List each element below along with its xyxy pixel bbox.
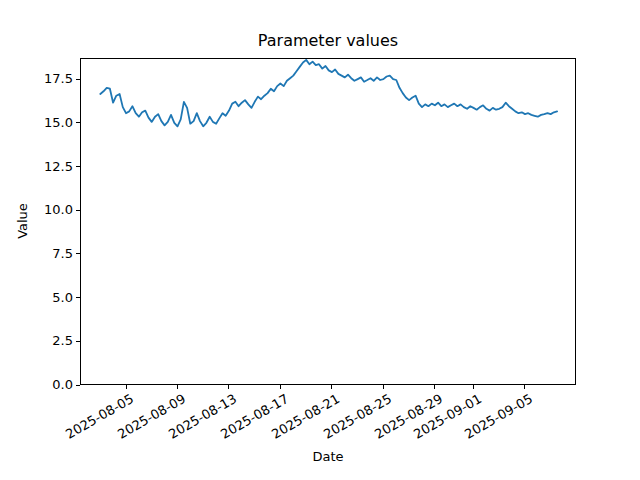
y-tick-label: 10.0 <box>23 202 73 218</box>
y-tick-label: 5.0 <box>23 290 73 306</box>
y-tick-label: 17.5 <box>23 71 73 87</box>
y-tick-label: 0.0 <box>23 377 73 393</box>
chart-title: Parameter values <box>80 31 576 50</box>
y-tick-label: 2.5 <box>23 333 73 349</box>
x-axis-label: Date <box>80 449 576 464</box>
y-tick-label: 15.0 <box>23 115 73 131</box>
chart-figure: Parameter values Date Value 0.0 2.5 5.0 7.5… <box>0 0 640 480</box>
y-tick-label: 12.5 <box>23 159 73 175</box>
y-axis-label: Value <box>15 190 31 252</box>
y-tick-label: 7.5 <box>23 246 73 262</box>
data-line <box>100 60 557 126</box>
